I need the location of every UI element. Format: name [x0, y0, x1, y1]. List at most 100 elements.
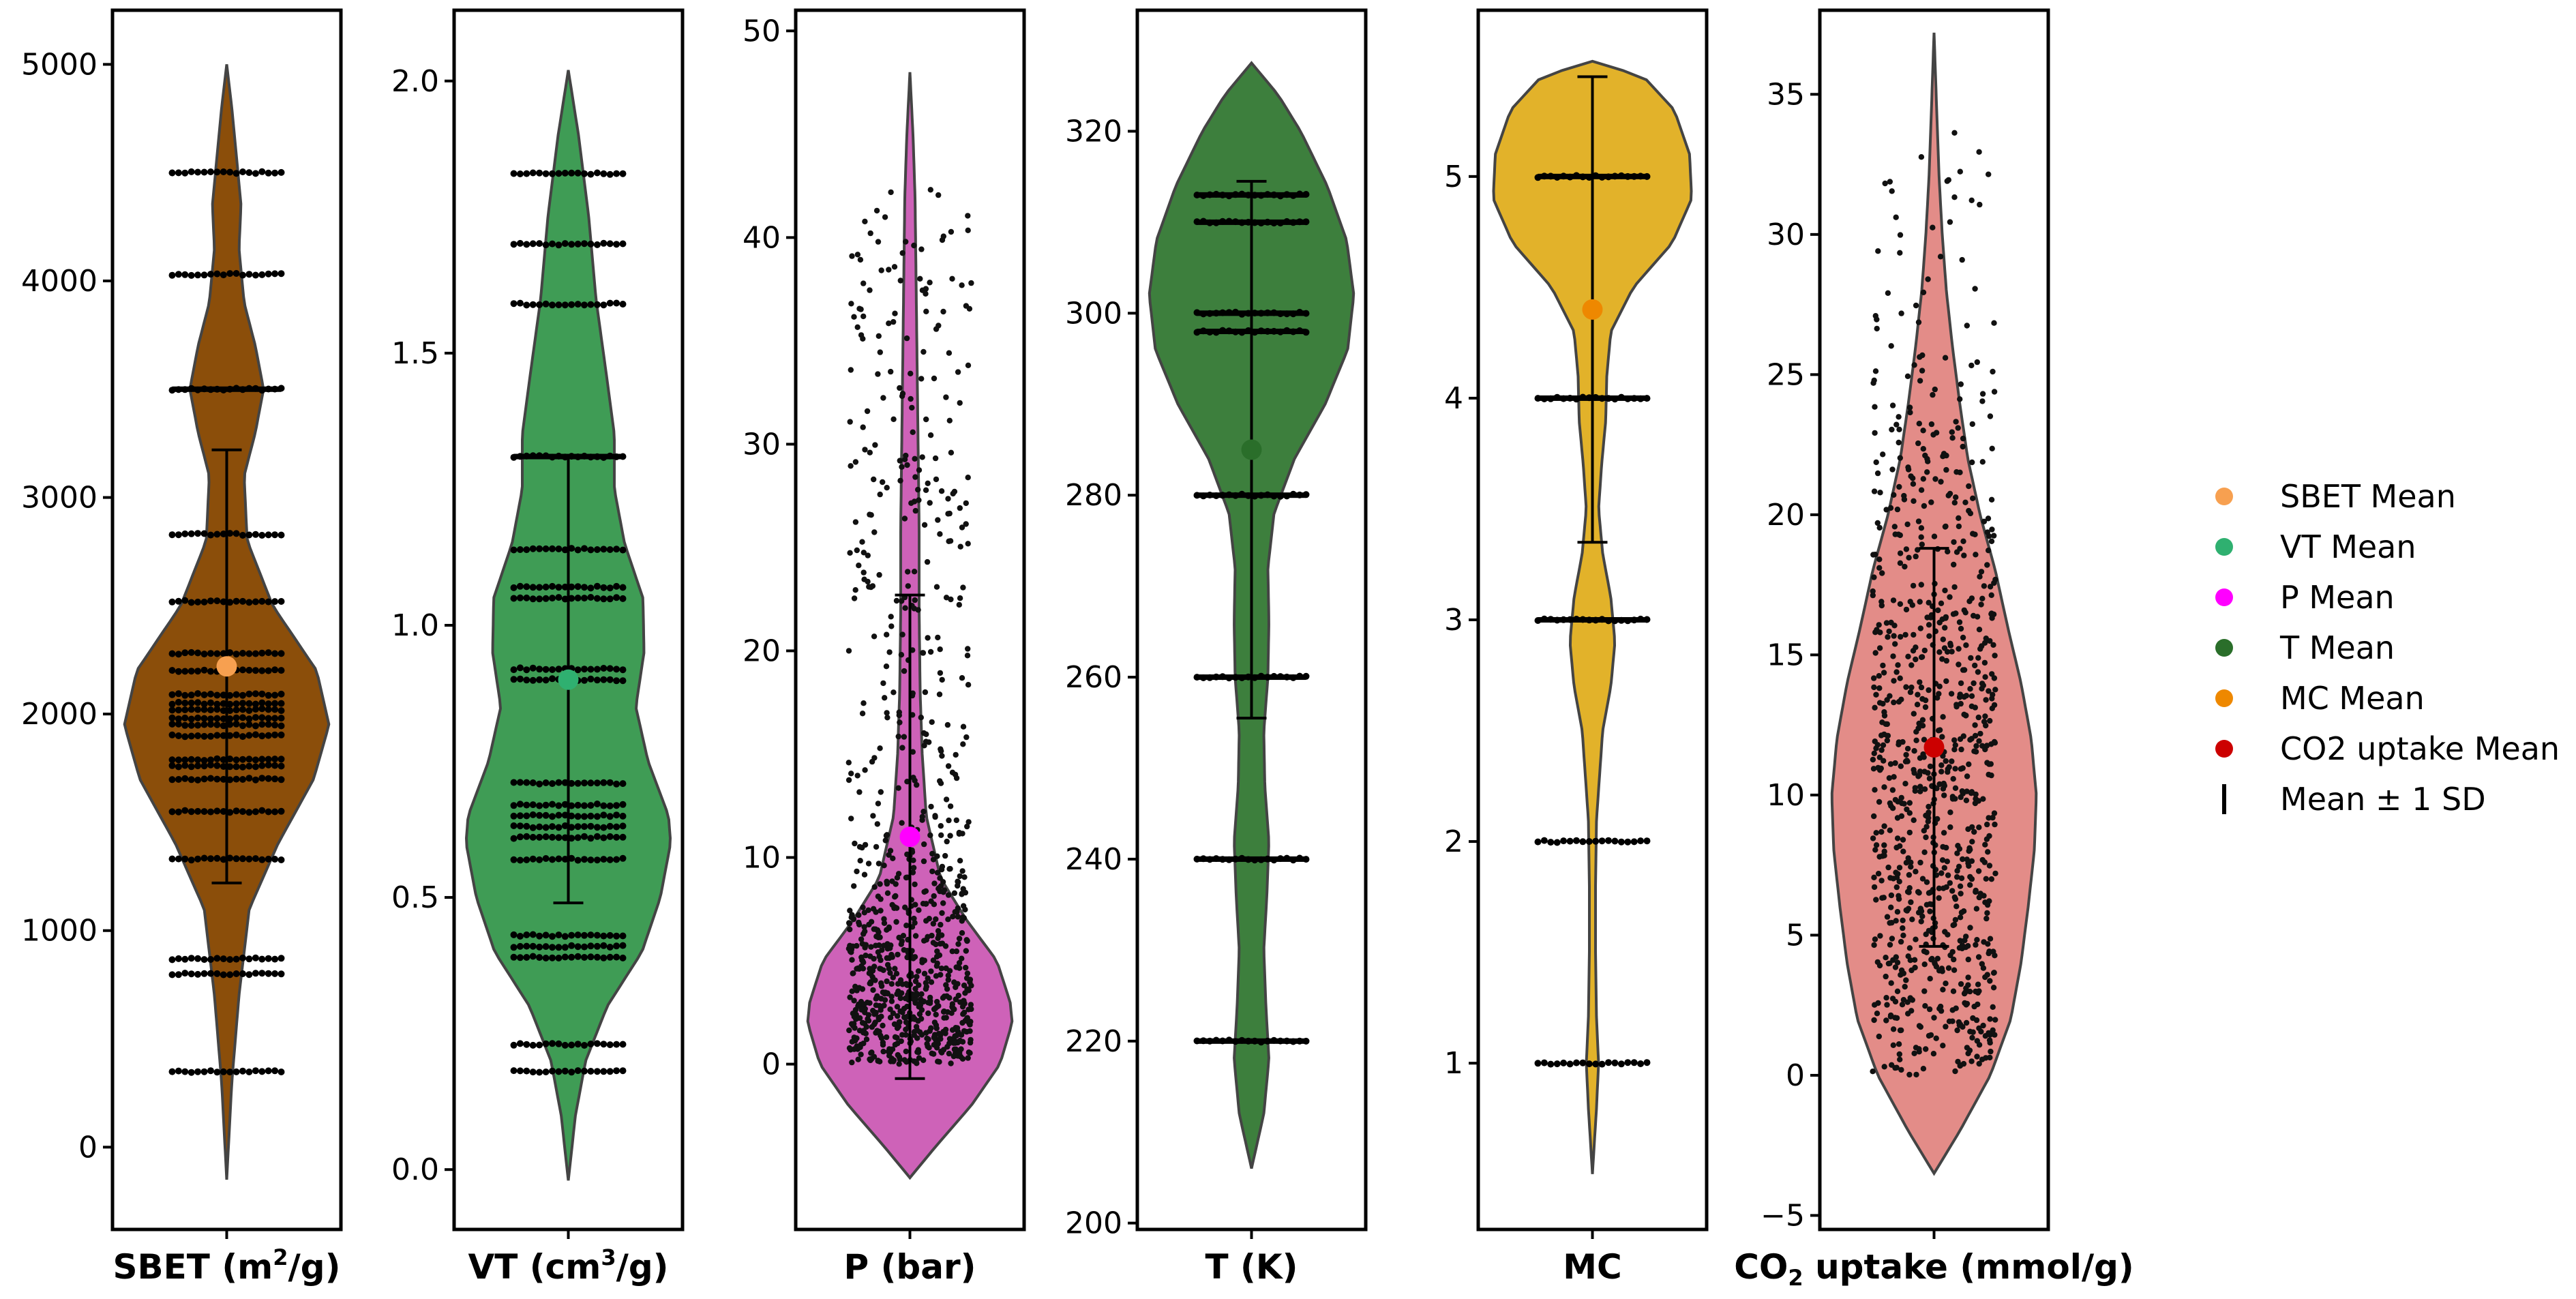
data-point	[606, 1068, 614, 1075]
x-axis-title-3: T (K)	[1205, 1247, 1298, 1287]
data-point	[1630, 1059, 1638, 1066]
data-point	[1289, 1038, 1297, 1045]
data-point	[927, 998, 933, 1004]
data-point	[561, 583, 569, 591]
data-point	[950, 490, 956, 497]
data-point	[959, 955, 965, 961]
data-point	[581, 595, 588, 602]
data-point	[245, 809, 253, 816]
data-point	[181, 775, 189, 782]
data-point	[1270, 1036, 1278, 1044]
data-point	[1881, 670, 1887, 676]
data-point	[1935, 607, 1941, 614]
data-point	[848, 367, 854, 373]
data-point	[893, 881, 899, 887]
data-point	[927, 280, 933, 286]
data-point	[1954, 1027, 1960, 1034]
data-point	[873, 1002, 880, 1009]
data-point	[1264, 327, 1271, 335]
data-point	[181, 807, 189, 814]
data-point	[581, 301, 588, 309]
data-point	[903, 1019, 910, 1026]
data-point	[1889, 787, 1896, 793]
data-point	[1905, 953, 1911, 959]
data-point	[875, 893, 882, 899]
legend-label: P Mean	[2280, 579, 2395, 616]
data-point	[536, 856, 543, 863]
data-point	[1906, 800, 1913, 806]
data-point	[1212, 219, 1220, 226]
data-point	[600, 546, 608, 553]
data-point	[1885, 864, 1891, 871]
data-point	[1232, 674, 1239, 681]
data-point	[1891, 774, 1897, 780]
data-point	[1967, 925, 1973, 931]
data-point	[875, 371, 881, 377]
data-point	[888, 998, 895, 1004]
data-point	[1984, 901, 1991, 908]
data-point	[1908, 473, 1914, 479]
data-point	[902, 605, 908, 611]
data-point	[265, 732, 272, 739]
data-point	[1950, 776, 1956, 782]
data-point	[884, 978, 890, 985]
data-point	[549, 595, 556, 602]
data-point	[1947, 594, 1953, 600]
data-point	[1264, 309, 1271, 316]
data-point	[510, 300, 518, 308]
data-point	[960, 584, 966, 591]
y-tick-label: 20	[743, 633, 781, 668]
data-point	[1617, 838, 1625, 846]
data-point	[1896, 865, 1903, 871]
data-point	[1977, 573, 1983, 580]
data-point	[1270, 309, 1278, 316]
data-point	[213, 955, 221, 962]
data-point	[1893, 214, 1899, 220]
data-point	[1206, 674, 1214, 681]
data-point	[252, 650, 259, 657]
data-point	[1906, 829, 1913, 836]
data-point	[1900, 848, 1906, 854]
data-point	[1870, 756, 1876, 763]
data-point	[1874, 627, 1880, 633]
data-point	[1986, 171, 1992, 177]
data-point	[1643, 173, 1651, 180]
data-point	[1949, 758, 1955, 764]
data-point	[1990, 1004, 1996, 1011]
data-point	[574, 953, 582, 960]
data-point	[1898, 763, 1904, 769]
data-point	[939, 237, 946, 243]
data-point	[935, 192, 942, 198]
data-point	[175, 531, 182, 539]
data-point	[1903, 546, 1910, 552]
data-point	[587, 802, 595, 809]
data-point	[581, 1042, 588, 1049]
data-point	[897, 458, 903, 464]
data-point	[1977, 646, 1983, 652]
data-point	[207, 808, 214, 816]
data-point	[1296, 491, 1304, 498]
data-point	[1970, 1029, 1976, 1035]
data-point	[1945, 766, 1951, 773]
data-point	[871, 476, 877, 483]
data-point	[1943, 678, 1949, 685]
data-point	[523, 812, 530, 820]
data-point	[916, 497, 922, 503]
data-point	[239, 691, 246, 699]
data-point	[946, 417, 953, 423]
data-point	[574, 1067, 582, 1075]
data-point	[937, 670, 944, 676]
data-point	[606, 676, 614, 683]
data-point	[213, 1069, 221, 1076]
data-point	[226, 715, 234, 723]
data-point	[1878, 747, 1885, 753]
data-point	[1938, 479, 1944, 485]
data-point	[175, 698, 182, 706]
data-point	[587, 1041, 595, 1047]
y-tick-label: 35	[1767, 77, 1805, 112]
data-point	[233, 530, 240, 537]
data-point	[568, 854, 575, 862]
data-point	[1992, 870, 1998, 877]
data-point	[168, 756, 176, 764]
data-point	[213, 700, 221, 708]
